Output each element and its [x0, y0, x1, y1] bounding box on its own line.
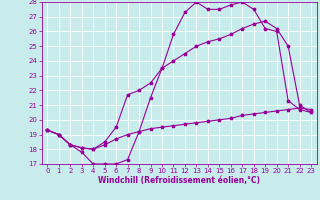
X-axis label: Windchill (Refroidissement éolien,°C): Windchill (Refroidissement éolien,°C) [98, 176, 260, 185]
